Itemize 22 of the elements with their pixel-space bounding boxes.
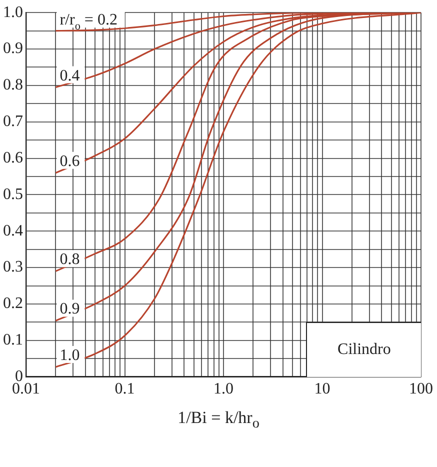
series-label: 0.8 — [60, 251, 80, 268]
x-tick-label: 10 — [314, 380, 330, 398]
x-tick-label: 1.0 — [214, 380, 234, 398]
y-tick-label: 0.9 — [3, 40, 23, 58]
x-axis-title: 1/Bi = k/hr$_{o}$ — [176, 408, 260, 432]
y-tick-label: 0.5 — [3, 186, 23, 203]
y-tick-label: 0.6 — [3, 149, 23, 166]
series-label: 1.0 — [60, 346, 80, 364]
series-label: 0.6 — [60, 152, 80, 170]
y-tick-label: 1.0 — [3, 4, 23, 21]
series-label: 0.9 — [60, 300, 80, 318]
y-tick-label: 0.8 — [3, 76, 23, 94]
label-box: Cilindro — [306, 322, 421, 377]
x-tick-label: 0.01 — [12, 380, 40, 398]
y-tick-label: 0.3 — [3, 258, 23, 276]
y-tick-label: 0.4 — [3, 222, 23, 240]
series-label: 0.4 — [60, 67, 80, 84]
y-tick-label: 0.7 — [3, 113, 23, 130]
x-tick-label: 100 — [409, 380, 433, 398]
y-tick-label: 0.1 — [3, 332, 23, 349]
x-tick-label: 0.1 — [114, 380, 135, 398]
y-tick-label: 0.2 — [3, 295, 23, 312]
